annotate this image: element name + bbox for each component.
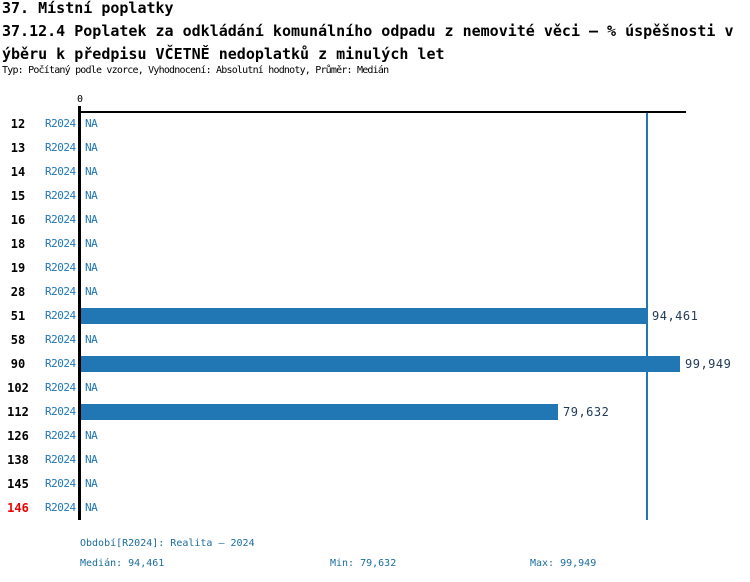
row-period-label: R2024: [45, 333, 76, 346]
chart-row: 58 R2024 NA: [0, 328, 750, 352]
row-id-label: 112: [7, 405, 29, 419]
row-period-label: R2024: [45, 405, 76, 418]
row-id-label: 19: [10, 261, 26, 275]
row-period-label: R2024: [45, 453, 76, 466]
chart-row: 146 R2024 NA: [0, 496, 750, 520]
x-axis-top-line: [78, 111, 686, 113]
section-title: 37. Místní poplatky: [2, 0, 174, 17]
footer-median-label: Medián: 94,461: [80, 558, 165, 569]
footer-min-label: Min: 79,632: [330, 558, 397, 569]
row-period-label: R2024: [45, 261, 76, 274]
chart-row: 13 R2024 NA: [0, 136, 750, 160]
chart-row: 18 R2024 NA: [0, 232, 750, 256]
row-period-label: R2024: [45, 309, 76, 322]
row-period-label: R2024: [45, 165, 76, 178]
indicator-title-line2: ýběru k předpisu VČETNĚ nedoplatků z min…: [2, 45, 445, 63]
row-id-label: 18: [10, 237, 26, 251]
chart-row: 112 R2024 79,632: [0, 400, 750, 424]
na-label: NA: [85, 141, 98, 154]
na-label: NA: [85, 333, 98, 346]
row-id-label: 138: [7, 453, 29, 467]
footer-period-label: Období[R2024]: Realita – 2024: [80, 538, 255, 549]
na-label: NA: [85, 165, 98, 178]
value-bar: [81, 308, 647, 324]
value-bar: [81, 404, 558, 420]
row-id-label: 90: [10, 357, 26, 371]
value-bar: [81, 356, 680, 372]
row-period-label: R2024: [45, 285, 76, 298]
na-label: NA: [85, 189, 98, 202]
row-id-label: 58: [10, 333, 26, 347]
row-period-label: R2024: [45, 213, 76, 226]
na-label: NA: [85, 117, 98, 130]
value-label: 99,949: [685, 357, 732, 371]
chart-row: 19 R2024 NA: [0, 256, 750, 280]
chart-row: 138 R2024 NA: [0, 448, 750, 472]
value-label: 94,461: [652, 309, 699, 323]
chart-row: 51 R2024 94,461: [0, 304, 750, 328]
row-id-label: 28: [10, 285, 26, 299]
row-id-label: 16: [10, 213, 26, 227]
na-label: NA: [85, 285, 98, 298]
footer-max-label: Max: 99,949: [530, 558, 597, 569]
row-id-label: 126: [7, 429, 29, 443]
na-label: NA: [85, 237, 98, 250]
row-period-label: R2024: [45, 429, 76, 442]
row-id-label: 13: [10, 141, 26, 155]
chart-row: 28 R2024 NA: [0, 280, 750, 304]
chart-row: 126 R2024 NA: [0, 424, 750, 448]
na-label: NA: [85, 381, 98, 394]
chart-row: 102 R2024 NA: [0, 376, 750, 400]
chart-row: 145 R2024 NA: [0, 472, 750, 496]
chart-row: 12 R2024 NA: [0, 112, 750, 136]
chart-meta: Typ: Počítaný podle vzorce, Vyhodnocení:…: [2, 65, 389, 76]
chart-row: 15 R2024 NA: [0, 184, 750, 208]
row-period-label: R2024: [45, 477, 76, 490]
row-period-label: R2024: [45, 381, 76, 394]
row-period-label: R2024: [45, 237, 76, 250]
row-period-label: R2024: [45, 189, 76, 202]
chart-row: 14 R2024 NA: [0, 160, 750, 184]
na-label: NA: [85, 261, 98, 274]
row-id-label: 145: [7, 477, 29, 491]
row-id-label: 12: [10, 117, 26, 131]
row-id-label: 15: [10, 189, 26, 203]
indicator-title-line1: 37.12.4 Poplatek za odkládání komunálníh…: [2, 22, 734, 40]
na-label: NA: [85, 429, 98, 442]
row-period-label: R2024: [45, 501, 76, 514]
median-reference-line: [646, 113, 648, 520]
x-axis-zero-tick-label: 0: [76, 94, 84, 105]
na-label: NA: [85, 213, 98, 226]
na-label: NA: [85, 477, 98, 490]
row-id-label: 102: [7, 381, 29, 395]
na-label: NA: [85, 501, 98, 514]
row-id-label: 51: [10, 309, 26, 323]
row-period-label: R2024: [45, 141, 76, 154]
row-period-label: R2024: [45, 117, 76, 130]
y-axis-line: [78, 106, 81, 520]
chart-row: 16 R2024 NA: [0, 208, 750, 232]
row-id-label: 146: [7, 501, 29, 515]
chart-row: 90 R2024 99,949: [0, 352, 750, 376]
row-id-label: 14: [10, 165, 26, 179]
na-label: NA: [85, 453, 98, 466]
row-period-label: R2024: [45, 357, 76, 370]
value-label: 79,632: [563, 405, 610, 419]
